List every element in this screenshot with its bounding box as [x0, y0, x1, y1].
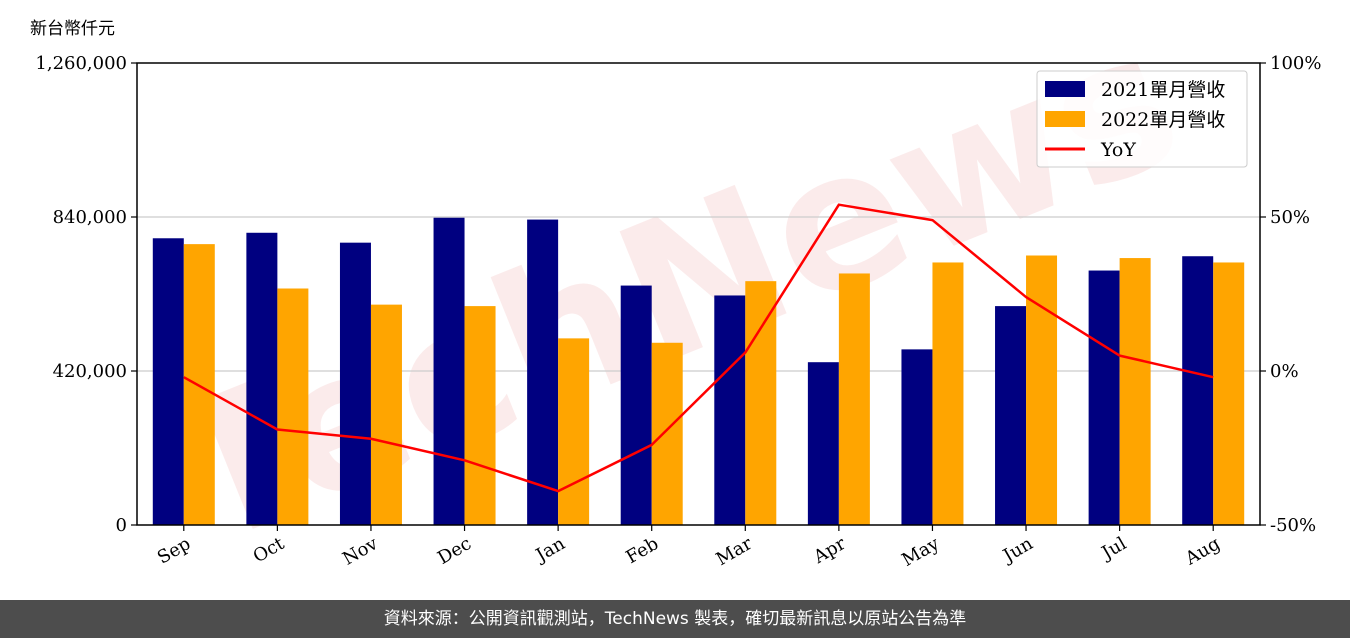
bar-2021-oct — [246, 232, 278, 525]
legend-label-1: 2022單月營收 — [1101, 109, 1225, 131]
bar-2021-apr — [807, 362, 839, 525]
legend-swatch-1 — [1045, 111, 1085, 127]
y-tick-label: 420,000 — [53, 361, 127, 382]
x-tick-label-aug: Aug — [1181, 533, 1224, 570]
legend-box — [1036, 70, 1248, 168]
y-axis-unit-label: 新台幣仟元 — [30, 19, 115, 39]
source-footer: 資料來源：公開資訊觀測站，TechNews 製表，確切最新訊息以原站公告為準 — [0, 600, 1350, 638]
revenue-chart: TechNews 0420,000840,0001,260,000-50%0%5… — [35, 0, 1321, 588]
bar-2022-jan — [558, 338, 590, 525]
x-tick-label-sep: Sep — [154, 533, 194, 568]
y2-tick-label: -50% — [1270, 515, 1316, 536]
x-tick-label-may: May — [898, 533, 943, 571]
bar-2022-jun — [1026, 255, 1058, 525]
legend-label-0: 2021單月營收 — [1101, 79, 1225, 101]
bar-2021-jun — [995, 306, 1027, 525]
bar-2022-mar — [745, 281, 777, 525]
bar-2022-dec — [464, 306, 496, 525]
bar-2021-feb — [620, 285, 652, 525]
yoy-line-group — [183, 203, 1214, 493]
bar-2022-feb — [651, 342, 683, 525]
y2-tick-label: 50% — [1270, 207, 1310, 228]
y2-tick-label: 100% — [1270, 53, 1321, 74]
legend: 2021單月營收 2022單月營收 YoY — [1036, 70, 1248, 168]
y-tick-label: 0 — [116, 515, 127, 536]
bars — [152, 217, 1245, 526]
bar-2021-mar — [714, 295, 746, 525]
gridlines — [137, 216, 1260, 372]
x-tick-label-mar: Mar — [713, 533, 757, 570]
bar-2022-jul — [1119, 258, 1151, 525]
bar-2021-sep — [152, 238, 184, 525]
bar-2021-aug — [1182, 256, 1214, 525]
legend-label-2: YoY — [1100, 139, 1136, 161]
bar-2022-apr — [838, 273, 870, 525]
x-tick-label-jan: Jan — [531, 533, 569, 567]
x-tick-label-jun: Jun — [998, 533, 1037, 568]
bar-2021-dec — [433, 217, 465, 525]
bar-2022-aug — [1213, 262, 1245, 525]
bar-2021-nov — [339, 242, 371, 525]
yoy-line — [183, 203, 1214, 493]
bar-2021-jul — [1088, 270, 1120, 525]
bar-2021-jan — [527, 219, 559, 526]
plot-frame — [136, 62, 1261, 526]
y-tick-label: 1,260,000 — [35, 53, 127, 74]
bar-2022-may — [932, 262, 964, 525]
bar-2022-oct — [277, 288, 309, 525]
x-tick-label-dec: Dec — [434, 533, 475, 569]
x-tick-label-apr: Apr — [809, 533, 849, 568]
x-tick-label-jul: Jul — [1097, 533, 1131, 565]
y-tick-label: 840,000 — [53, 207, 127, 228]
bar-2021-may — [901, 349, 933, 525]
x-tick-label-feb: Feb — [623, 533, 663, 568]
legend-swatch-0 — [1045, 81, 1085, 97]
y2-tick-label: 0% — [1270, 361, 1299, 382]
bar-2022-nov — [370, 304, 402, 525]
